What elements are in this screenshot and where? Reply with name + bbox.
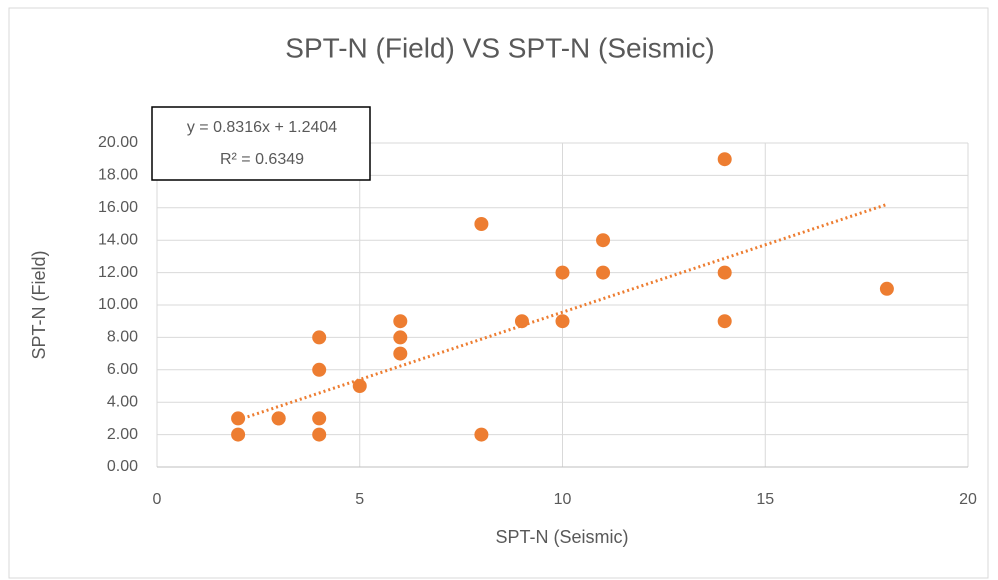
point (717, 314, 732, 329)
point (231, 411, 246, 426)
point (352, 379, 367, 393)
y-axis-label: SPT-N (Field) (29, 250, 49, 359)
chart-border (8, 7, 989, 579)
y-tick-label: 6.00 (107, 361, 138, 378)
y-tick-label: 4.00 (107, 393, 138, 410)
equation-box (151, 106, 371, 181)
point (596, 265, 611, 280)
point (555, 265, 570, 280)
point (879, 281, 894, 296)
point (514, 314, 529, 329)
r-squared: R² = 0.6349 (220, 151, 304, 168)
trendline (237, 202, 888, 422)
x-tick-label: 0 (153, 491, 162, 508)
point (271, 411, 286, 426)
point (312, 427, 327, 442)
y-tick-label: 12.00 (98, 264, 138, 281)
x-tick-label: 15 (756, 491, 774, 508)
y-tick-label: 0.00 (107, 458, 138, 475)
y-tick-label: 18.00 (98, 167, 138, 184)
point (717, 152, 732, 167)
y-tick-label: 16.00 (98, 199, 138, 216)
point (717, 265, 732, 280)
point (393, 346, 408, 361)
y-tick-label: 20.00 (98, 134, 138, 151)
point (393, 330, 408, 345)
x-axis-label: SPT-N (Seismic) (495, 527, 628, 547)
x-tick-label: 10 (554, 491, 572, 508)
point (474, 427, 489, 442)
point (312, 330, 327, 345)
equation: y = 0.8316x + 1.2404 (187, 119, 337, 136)
x-tick-label: 20 (959, 491, 977, 508)
point (312, 411, 327, 426)
x-tick-label: 5 (355, 491, 364, 508)
point (312, 362, 327, 377)
point (474, 217, 489, 231)
y-tick-label: 14.00 (98, 231, 138, 248)
y-tick-label: 2.00 (107, 426, 138, 443)
point (596, 233, 611, 248)
point (231, 427, 246, 442)
chart-title: SPT-N (Field) VS SPT-N (Seismic) (285, 32, 714, 63)
point (555, 314, 570, 329)
y-tick-label: 10.00 (98, 296, 138, 313)
point (393, 314, 408, 329)
y-tick-label: 8.00 (107, 329, 138, 346)
